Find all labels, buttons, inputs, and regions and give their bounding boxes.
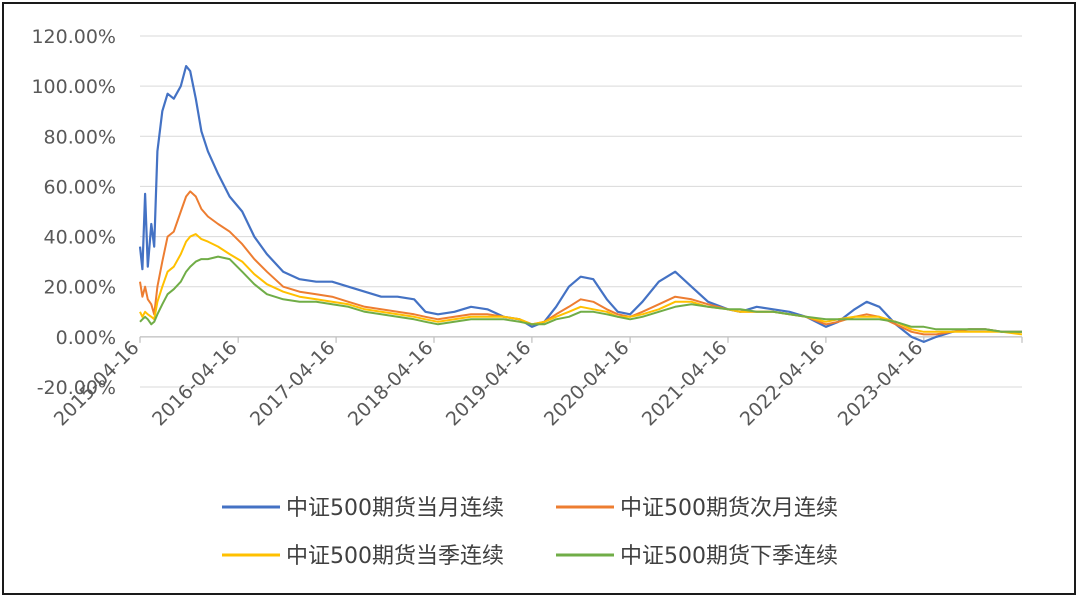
y-tick-label: 60.00% — [44, 176, 116, 198]
series-line-2 — [139, 233, 1023, 336]
x-tick-label: 2018-04-16 — [344, 337, 438, 431]
gridlines — [140, 35, 1022, 388]
x-tick-label: 2019-04-16 — [442, 337, 536, 431]
series-lines — [138, 65, 1023, 343]
x-tick-label: 2016-04-16 — [148, 337, 242, 431]
series-line-1 — [139, 190, 1022, 336]
y-tick-label: 80.00% — [44, 126, 116, 148]
legend-label-0: 中证500期货当月连续 — [286, 496, 504, 521]
x-tick-label: 2023-04-16 — [834, 337, 928, 431]
legend-label-3: 中证500期货下季连续 — [620, 544, 838, 569]
x-tick-label: 2020-04-16 — [540, 337, 634, 431]
y-tick-label: 20.00% — [44, 277, 116, 299]
y-tick-label: -20.00% — [37, 377, 116, 399]
series-line-0 — [138, 65, 1022, 343]
x-axis: 2015-04-16 2016-04-16 2017-04-16 2018-04-16… — [50, 336, 1023, 431]
y-tick-label: 0.00% — [56, 327, 116, 349]
y-tick-label: 40.00% — [44, 227, 116, 249]
legend-label-2: 中证500期货当季连续 — [286, 544, 504, 569]
y-tick-label: 120.00% — [31, 26, 116, 48]
y-tick-label: 100.00% — [31, 76, 116, 98]
legend-label-1: 中证500期货次月连续 — [620, 496, 838, 521]
x-tick-label: 2017-04-16 — [246, 337, 340, 431]
x-tick-label: 2022-04-16 — [736, 337, 830, 431]
series-line-3 — [139, 255, 1022, 333]
x-tick-label: 2021-04-16 — [638, 337, 732, 431]
y-axis: -20.00% 0.00% 20.00% 40.00% 60.00% 80.00% 100.… — [31, 26, 116, 399]
